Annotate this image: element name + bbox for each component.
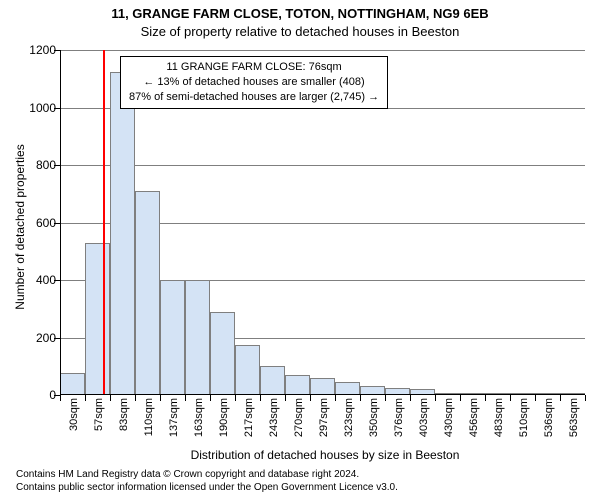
- x-tick-mark: [210, 395, 211, 401]
- histogram-bar: [260, 366, 285, 395]
- x-tick-label: 350sqm: [368, 398, 380, 437]
- annotation-line2: ← 13% of detached houses are smaller (40…: [129, 75, 379, 90]
- chart-subtitle: Size of property relative to detached ho…: [0, 24, 600, 39]
- y-tick-mark: [54, 50, 60, 51]
- x-tick-mark: [535, 395, 536, 401]
- x-tick-label: 137sqm: [168, 398, 180, 437]
- x-tick-label: 456sqm: [468, 398, 480, 437]
- x-tick-mark: [585, 395, 586, 401]
- x-tick-mark: [235, 395, 236, 401]
- credits-line2: Contains public sector information licen…: [16, 482, 398, 495]
- x-tick-label: 30sqm: [68, 398, 80, 431]
- x-tick-label: 483sqm: [493, 398, 505, 437]
- histogram-bar: [135, 191, 160, 395]
- credits-line1: Contains HM Land Registry data © Crown c…: [16, 469, 398, 482]
- x-tick-label: 57sqm: [93, 398, 105, 431]
- x-tick-label: 190sqm: [218, 398, 230, 437]
- x-tick-mark: [185, 395, 186, 401]
- histogram-bar: [310, 378, 335, 395]
- y-tick-mark: [54, 223, 60, 224]
- marker-line: [103, 50, 105, 395]
- annotation-line3: 87% of semi-detached houses are larger (…: [129, 90, 379, 105]
- x-tick-mark: [435, 395, 436, 401]
- y-tick-label: 1000: [4, 101, 56, 115]
- y-tick-mark: [54, 108, 60, 109]
- x-axis-label: Distribution of detached houses by size …: [60, 448, 590, 462]
- x-tick-mark: [160, 395, 161, 401]
- y-tick-label: 200: [4, 331, 56, 345]
- histogram-bar: [285, 375, 310, 395]
- x-tick-label: 510sqm: [518, 398, 530, 437]
- x-tick-label: 83sqm: [118, 398, 130, 431]
- x-tick-label: 243sqm: [268, 398, 280, 437]
- y-tick-label: 0: [4, 388, 56, 402]
- x-tick-mark: [360, 395, 361, 401]
- x-tick-mark: [260, 395, 261, 401]
- x-tick-mark: [85, 395, 86, 401]
- histogram-bar: [235, 345, 260, 395]
- y-tick-mark: [54, 165, 60, 166]
- x-tick-label: 376sqm: [393, 398, 405, 437]
- x-axis-line: [60, 394, 585, 395]
- x-tick-label: 403sqm: [418, 398, 430, 437]
- x-tick-mark: [460, 395, 461, 401]
- x-tick-mark: [310, 395, 311, 401]
- credits: Contains HM Land Registry data © Crown c…: [16, 469, 398, 494]
- y-tick-label: 1200: [4, 43, 56, 57]
- y-tick-mark: [54, 338, 60, 339]
- y-tick-label: 800: [4, 158, 56, 172]
- x-tick-mark: [560, 395, 561, 401]
- chart-container: 11, GRANGE FARM CLOSE, TOTON, NOTTINGHAM…: [0, 0, 600, 500]
- histogram-bar: [185, 280, 210, 395]
- histogram-bar: [110, 72, 135, 395]
- x-tick-label: 297sqm: [318, 398, 330, 437]
- y-axis-line: [60, 50, 61, 395]
- x-tick-mark: [485, 395, 486, 401]
- plot-area: 020040060080010001200 30sqm57sqm83sqm110…: [60, 50, 585, 395]
- y-tick-mark: [54, 280, 60, 281]
- x-tick-label: 323sqm: [343, 398, 355, 437]
- x-tick-label: 110sqm: [143, 398, 155, 436]
- x-tick-label: 163sqm: [193, 398, 205, 437]
- x-tick-mark: [410, 395, 411, 401]
- x-tick-mark: [60, 395, 61, 401]
- histogram-bar: [85, 243, 110, 395]
- x-tick-label: 536sqm: [543, 398, 555, 437]
- y-tick-label: 400: [4, 273, 56, 287]
- annotation-line1: 11 GRANGE FARM CLOSE: 76sqm: [129, 60, 379, 75]
- histogram-bar: [160, 280, 185, 395]
- y-tick-label: 600: [4, 216, 56, 230]
- x-tick-mark: [135, 395, 136, 401]
- x-tick-label: 217sqm: [243, 398, 255, 437]
- x-tick-label: 430sqm: [443, 398, 455, 437]
- histogram-bar: [210, 312, 235, 395]
- x-tick-mark: [385, 395, 386, 401]
- histogram-bar: [60, 373, 85, 395]
- chart-title-address: 11, GRANGE FARM CLOSE, TOTON, NOTTINGHAM…: [0, 6, 600, 21]
- annotation-box: 11 GRANGE FARM CLOSE: 76sqm ← 13% of det…: [120, 56, 388, 109]
- x-tick-mark: [510, 395, 511, 401]
- x-tick-label: 563sqm: [568, 398, 580, 437]
- x-tick-label: 270sqm: [293, 398, 305, 437]
- x-tick-mark: [110, 395, 111, 401]
- x-tick-mark: [285, 395, 286, 401]
- x-tick-mark: [335, 395, 336, 401]
